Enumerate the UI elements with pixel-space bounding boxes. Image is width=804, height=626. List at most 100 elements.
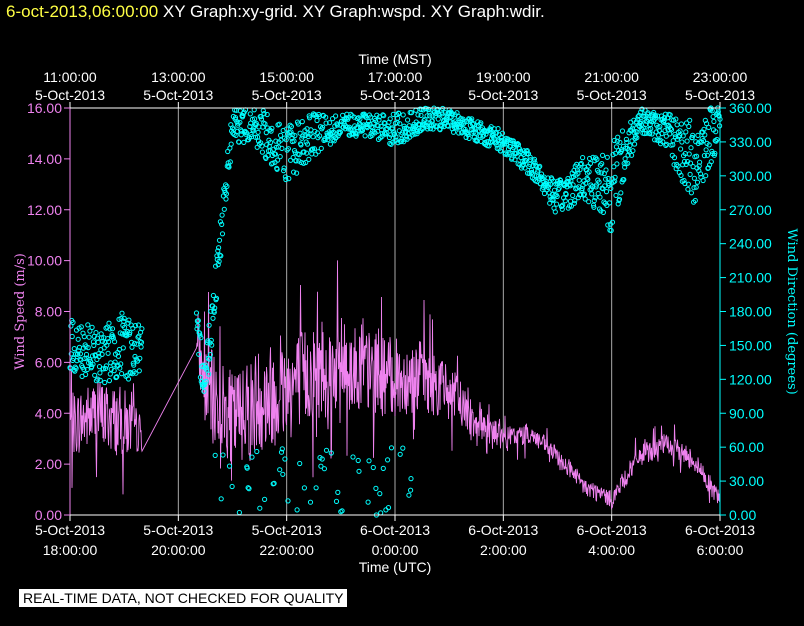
left-tick-label: 16.00	[27, 100, 62, 116]
wind-direction-point	[625, 160, 631, 166]
wind-direction-point	[99, 335, 105, 341]
wind-direction-point	[512, 157, 518, 163]
wind-direction-point	[323, 114, 329, 120]
wind-direction-point	[644, 130, 650, 136]
wind-direction-point	[106, 320, 112, 326]
wind-direction-point	[89, 353, 96, 359]
wind-direction-point	[418, 112, 424, 119]
wind-direction-point	[649, 131, 655, 137]
wind-direction-point	[276, 121, 282, 127]
wind-direction-point	[577, 167, 583, 173]
wind-direction-point	[112, 359, 118, 365]
wind-direction-point	[219, 221, 225, 227]
wind-direction-point	[130, 325, 136, 331]
wind-direction-point	[248, 131, 254, 138]
quality-notice: REAL-TIME DATA, NOT CHECKED FOR QUALITY	[19, 589, 348, 607]
left-tick-label: 14.00	[27, 151, 62, 167]
wind-direction-point	[445, 123, 451, 129]
wind-direction-point	[258, 114, 264, 120]
wind-direction-point	[621, 177, 627, 183]
left-tick-label: 12.00	[27, 202, 62, 218]
wind-direction-point	[317, 133, 323, 139]
wind-direction-point	[632, 141, 638, 147]
wind-direction-point	[318, 145, 324, 151]
top-tick-time: 19:00:00	[476, 69, 531, 85]
wind-direction-point	[611, 137, 617, 144]
wind-direction-point	[245, 485, 251, 491]
wind-direction-point	[716, 113, 722, 119]
wind-direction-point	[427, 113, 433, 119]
wind-direction-point	[137, 355, 143, 361]
wind-direction-point	[540, 175, 546, 181]
wind-direction-point	[495, 126, 501, 132]
wind-direction-point	[224, 183, 230, 189]
wind-direction-point	[107, 326, 113, 332]
wind-direction-point	[277, 154, 283, 160]
wind-direction-point	[505, 137, 511, 143]
wind-direction-point	[333, 498, 340, 504]
wind-direction-point	[318, 463, 324, 469]
wind-direction-point	[603, 167, 609, 173]
wind-direction-point	[226, 463, 233, 469]
right-tick-label: 210.00	[729, 270, 772, 286]
wind-direction-point	[373, 485, 379, 491]
wind-direction-point	[400, 112, 406, 118]
wind-direction-point	[424, 113, 430, 119]
wind-direction-point	[378, 123, 384, 129]
wind-direction-point	[312, 128, 318, 134]
wind-direction-point	[273, 138, 279, 144]
wind-direction-point	[307, 499, 314, 505]
wind-direction-point	[291, 138, 297, 144]
wind-direction-point	[359, 123, 365, 129]
wind-direction-point	[217, 219, 223, 225]
wind-direction-point	[246, 486, 252, 492]
wind-direction-point	[581, 191, 588, 197]
wind-direction-point	[611, 164, 617, 170]
wind-direction-point	[292, 133, 298, 139]
wind-direction-point	[371, 129, 377, 135]
wind-direction-point	[299, 119, 305, 125]
bottom-tick-time: 22:00:00	[259, 542, 314, 558]
wind-direction-point	[664, 141, 670, 147]
wind-direction-point	[567, 183, 573, 189]
wind-direction-point	[321, 466, 327, 472]
wind-direction-point	[121, 318, 127, 324]
wind-direction-point	[627, 143, 633, 149]
vertical-grid	[177, 108, 613, 515]
top-tick-date: 5-Oct-2013	[360, 87, 430, 103]
wind-direction-point	[516, 146, 523, 152]
wind-direction-point	[219, 231, 226, 237]
wind-direction-point	[105, 336, 111, 342]
wind-direction-point	[263, 130, 269, 136]
wind-direction-point	[298, 142, 304, 148]
wind-direction-point	[221, 206, 227, 212]
bottom-tick-time: 4:00:00	[588, 542, 635, 558]
wind-direction-point	[296, 152, 302, 158]
right-axis-title: Wind Direction (degrees)	[784, 228, 799, 394]
wind-direction-point	[661, 117, 667, 124]
wind-direction-point	[365, 499, 371, 505]
wind-direction-point	[244, 465, 250, 471]
wind-direction-point	[249, 454, 255, 460]
wind-direction-point	[366, 119, 372, 125]
wind-direction-point	[229, 483, 235, 490]
wind-direction-point	[118, 315, 124, 322]
wind-direction-point	[356, 468, 362, 474]
wind-direction-point	[283, 137, 289, 143]
wind-direction-point	[675, 163, 681, 169]
wind-direction-point	[132, 323, 138, 329]
wind-direction-point	[575, 195, 581, 201]
bottom-tick-time: 2:00:00	[480, 542, 527, 558]
wind-direction-point	[212, 452, 218, 458]
wind-direction-point	[100, 366, 107, 372]
wind-direction-point	[139, 326, 145, 332]
wind-direction-point	[697, 159, 703, 165]
wind-direction-point	[662, 128, 668, 134]
wind-direction-point	[392, 131, 398, 137]
wind-direction-point	[83, 371, 89, 378]
wind-direction-point	[629, 152, 635, 158]
right-tick-label: 60.00	[729, 439, 764, 455]
wind-direction-point	[135, 334, 141, 340]
wind-direction-point	[207, 352, 213, 358]
wind-direction-point	[282, 456, 288, 462]
